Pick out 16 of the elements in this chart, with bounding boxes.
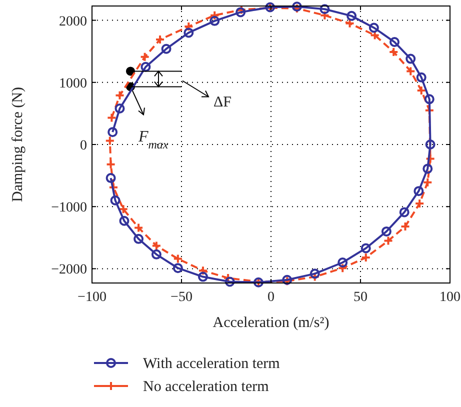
x-tick-label: −100	[78, 290, 106, 305]
y-tick-label: −1000	[51, 200, 87, 216]
x-tick-label: −50	[170, 290, 192, 305]
y-tick-label: 1000	[59, 76, 87, 92]
x-tick-label: 0	[268, 290, 274, 305]
legend-label: With acceleration term	[143, 356, 280, 372]
y-tick-label: −2000	[51, 262, 87, 278]
y-tick-label: 0	[80, 138, 87, 154]
x-axis-title: Acceleration (m/s²)	[212, 315, 330, 331]
x-tick-label: 100	[440, 290, 460, 305]
annotation: F$_{max}$	[137, 128, 169, 152]
annotation: ΔF	[214, 94, 232, 111]
y-axis-title: Damping force (N)	[10, 87, 26, 202]
legend-label: No acceleration term	[143, 379, 270, 395]
y-tick-label: 2000	[59, 14, 87, 30]
x-tick-label: 50	[354, 290, 368, 305]
